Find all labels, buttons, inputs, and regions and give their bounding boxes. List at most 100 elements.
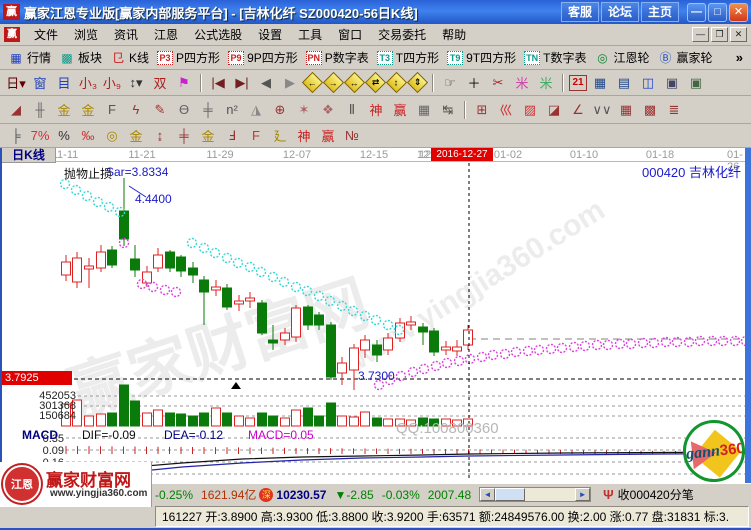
tool-mini-chart-3[interactable]: 小₃ [78, 76, 98, 91]
scroll-thumb[interactable] [495, 488, 526, 501]
menu-item-窗口[interactable]: 窗口 [338, 28, 363, 42]
draw-grid-plain[interactable]: ╫ [35, 102, 45, 117]
tool-dia-swap[interactable]: ⇄ [364, 71, 387, 94]
gann-gold-line[interactable]: 金 [129, 129, 143, 144]
toolbar-button-p-square[interactable]: P3 P四方形 [153, 48, 224, 67]
tool-scissors[interactable]: ✂ [492, 74, 504, 90]
gann-gold-circle[interactable]: ◎ [106, 127, 118, 143]
pane-tab-daily-kline[interactable]: 日K线 [2, 148, 56, 163]
draw-circle-tool[interactable]: Ө [178, 102, 190, 117]
tool-pc-send[interactable]: ▣ [665, 74, 679, 90]
horizontal-scrollbar[interactable]: ◄ ► [479, 487, 592, 502]
gann-distribution[interactable]: ╞ [11, 128, 21, 143]
tool-dia-vswap[interactable]: ⇕ [406, 71, 429, 94]
tool-candle-tool[interactable]: ↕▾ [129, 74, 143, 90]
app-menu-icon[interactable]: 赢 [4, 27, 20, 42]
draw-compass[interactable]: ⊕ [274, 101, 286, 117]
mdi-minimize-button[interactable]: — [692, 27, 709, 42]
menu-item-交易委托[interactable]: 交易委托 [378, 28, 427, 42]
menu-item-江恩[interactable]: 江恩 [154, 28, 179, 42]
gann-wave-tool[interactable]: № [345, 128, 359, 143]
tool-prev-bar[interactable]: ◀ [261, 74, 271, 90]
scroll-left-arrow[interactable]: ◄ [480, 488, 496, 501]
tool-calculator[interactable]: ▦ [593, 74, 607, 90]
gann-shen-angle[interactable]: 神 [297, 129, 311, 144]
tool-hand[interactable]: ☞ [444, 74, 456, 90]
draw-grid-123[interactable]: ▦ [417, 101, 431, 117]
mdi-close-button[interactable]: ✕ [730, 27, 747, 42]
gann-gold-ruler[interactable]: 金 [201, 129, 215, 144]
toolbar-button-blocks[interactable]: ▩ 板块 [55, 48, 106, 67]
draw-grid-gold1[interactable]: 金 [57, 103, 71, 118]
draw-star-tool[interactable]: ✶ [298, 101, 310, 117]
title-button-0[interactable]: 客服 [560, 2, 599, 22]
tool-flag[interactable]: ⚑ [178, 74, 190, 90]
draw-pen-flag[interactable]: ◢ [11, 101, 21, 117]
minimize-button[interactable]: — [687, 2, 706, 22]
tool-dia-left[interactable]: ← [301, 71, 324, 94]
toolbar-button-kline[interactable]: 㔾 K线 [106, 48, 153, 67]
menu-item-帮助[interactable]: 帮助 [442, 28, 467, 42]
draw-shade-box[interactable]: ◪ [547, 101, 561, 117]
draw-angle-tool[interactable]: ◮ [251, 101, 261, 117]
toolbar-button-more[interactable]: » [732, 49, 747, 66]
draw-zigzag[interactable]: ∨∨ [592, 101, 612, 117]
scroll-right-arrow[interactable]: ► [575, 488, 591, 501]
menu-item-公式选股[interactable]: 公式选股 [194, 28, 243, 42]
tool-notebook[interactable]: ▤ [617, 74, 631, 90]
toolbar-button-quotes[interactable]: ▦ 行情 [4, 48, 55, 67]
draw-angle-lines[interactable]: ∠ [572, 101, 584, 117]
draw-win-grid[interactable]: 赢 [393, 103, 407, 118]
title-button-2[interactable]: 主页 [640, 2, 679, 22]
toolbar-button-gann-wheel[interactable]: ◎ 江恩轮 [590, 48, 653, 67]
draw-grid-bow[interactable]: ϟ [132, 102, 140, 117]
tool-first-bar[interactable]: |◀ [211, 74, 225, 90]
menu-item-工具[interactable]: 工具 [298, 28, 323, 42]
menu-item-设置[interactable]: 设置 [258, 28, 283, 42]
maximize-button[interactable]: □ [708, 2, 727, 22]
tool-calendar[interactable]: 21 [569, 74, 587, 91]
toolbar-button-t-table[interactable]: TN T数字表 [520, 48, 590, 67]
draw-grid-a[interactable]: ▦ [619, 101, 633, 117]
draw-shen-grid[interactable]: 神 [369, 103, 383, 118]
tool-mini-chart-9[interactable]: 小₉ [102, 76, 122, 91]
toolbar-button-t-square[interactable]: T3 T四方形 [373, 48, 443, 67]
tool-compare[interactable]: 双 [153, 76, 167, 91]
tool-dia-right[interactable]: → [322, 71, 345, 94]
draw-h-expand[interactable]: ↹ [442, 101, 454, 117]
gann-updown-pen[interactable]: ↨ [156, 128, 164, 143]
tool-report[interactable]: 目 [57, 76, 71, 91]
tool-dia-vboth[interactable]: ↕ [385, 71, 408, 94]
toolbar-button-9t-square[interactable]: T9 9T四方形 [443, 48, 520, 67]
draw-pen2[interactable]: ✎ [154, 101, 166, 117]
tool-last-bar[interactable]: ▶| [235, 74, 249, 90]
gann-f-angle[interactable]: F [252, 128, 260, 143]
draw-fan-box[interactable]: ▨ [523, 101, 537, 117]
draw-grid-gold2[interactable]: 金 [81, 103, 95, 118]
draw-grid-b[interactable]: ▩ [643, 101, 657, 117]
toolbar-button-9p-square[interactable]: P9 9P四方形 [224, 48, 302, 67]
tool-pc-recv[interactable]: ▣ [689, 74, 703, 90]
draw-slant-lines[interactable]: ≣ [668, 101, 680, 117]
draw-grid-dense[interactable]: ╪ [203, 102, 213, 117]
menu-item-文件[interactable]: 文件 [34, 28, 59, 42]
menu-item-浏览[interactable]: 浏览 [74, 28, 99, 42]
tool-next-bar[interactable]: ▶ [285, 74, 295, 90]
draw-n-square[interactable]: n² [226, 102, 238, 117]
gann-pct-line[interactable]: ‰ [81, 128, 95, 143]
tool-crosshair[interactable]: ＋ [467, 76, 481, 91]
menu-item-资讯[interactable]: 资讯 [114, 28, 139, 42]
gann-line-angle[interactable]: 廴 [273, 129, 287, 144]
close-button[interactable]: ✕ [729, 2, 748, 22]
tool-gann-brain[interactable]: 米 [539, 76, 553, 91]
tool-gann-flower[interactable]: 米 [515, 76, 529, 91]
title-button-1[interactable]: 论坛 [600, 2, 639, 22]
tool-save[interactable]: ◫ [641, 74, 655, 90]
toolbar-button-winner-wheel[interactable]: Ⓑ 赢家轮 [653, 48, 716, 67]
gann-pct[interactable]: % [58, 128, 70, 143]
gann-j-angle[interactable]: Ⅎ [228, 127, 236, 143]
draw-box-tool[interactable]: ⊞ [476, 101, 488, 117]
draw-bars-tool[interactable]: Ⅱ [348, 101, 356, 117]
mdi-restore-button[interactable]: ❐ [711, 27, 728, 42]
gann-pct7[interactable]: 7% [30, 128, 50, 143]
